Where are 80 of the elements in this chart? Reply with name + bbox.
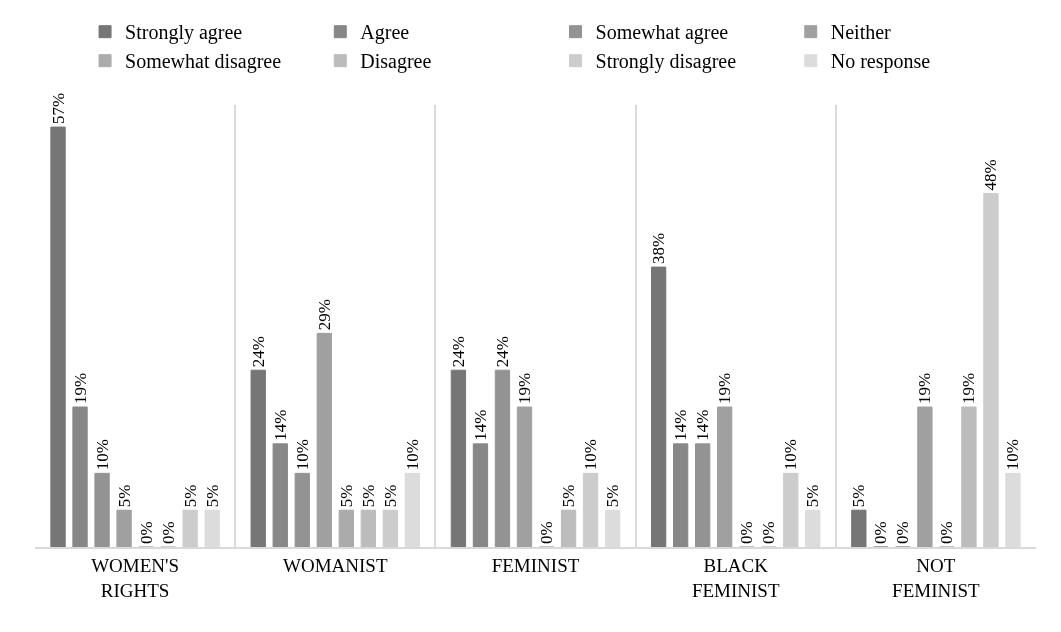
bar [961, 406, 977, 547]
data-label: 0% [937, 521, 957, 544]
bar [851, 509, 867, 547]
bar [983, 192, 999, 547]
legend-label: Agree [360, 21, 410, 45]
data-label: 0% [759, 521, 779, 544]
bar [338, 509, 354, 547]
data-label: 24% [448, 336, 468, 368]
data-label: 5% [114, 484, 134, 508]
bar [116, 509, 132, 547]
bar [72, 406, 88, 547]
legend-label: Disagree [360, 50, 432, 74]
bar [917, 406, 933, 547]
bar [582, 472, 599, 547]
legend-label: No response [830, 50, 931, 74]
data-label: 19% [715, 372, 735, 405]
bar [494, 369, 511, 547]
bar [516, 406, 533, 547]
data-label: 0% [537, 521, 557, 544]
data-label: 38% [649, 232, 669, 265]
bar [250, 369, 266, 547]
bar [360, 509, 376, 547]
bar [650, 266, 667, 547]
bar [783, 472, 799, 547]
data-label: 14% [671, 409, 691, 441]
bar [182, 509, 198, 547]
bar [450, 369, 467, 547]
data-label: 14% [470, 409, 490, 441]
data-label: 5% [849, 484, 869, 508]
data-label: 5% [180, 484, 200, 508]
bar [695, 443, 711, 547]
x-tick-label: FEMINIST [491, 554, 580, 576]
data-label: 0% [737, 521, 757, 544]
x-tick-label: NOT FEMINIST [892, 554, 981, 601]
legend-label: Somewhat agree [595, 21, 729, 45]
bar [717, 406, 733, 547]
x-tick-label: BLACK FEMINIST [691, 554, 780, 601]
bar [672, 443, 689, 547]
data-label: 10% [402, 439, 422, 471]
data-label: 10% [581, 439, 601, 471]
data-label: 5% [803, 484, 823, 508]
data-label: 5% [336, 484, 356, 508]
legend-label: Strongly agree [125, 21, 243, 45]
bar [382, 509, 399, 547]
data-label: 19% [514, 372, 534, 405]
data-label: 5% [559, 484, 579, 508]
data-label: 10% [92, 439, 112, 471]
data-label: 5% [358, 484, 378, 508]
data-label: 0% [158, 521, 178, 544]
data-label: 10% [781, 439, 801, 471]
data-label: 48% [981, 159, 1001, 191]
legend-label: Somewhat disagree [125, 50, 282, 74]
bar [316, 332, 332, 547]
data-label: 19% [70, 372, 90, 405]
data-label: 5% [380, 484, 400, 508]
legend-label: Neither [830, 21, 892, 44]
data-label: 0% [893, 521, 913, 544]
data-label: 19% [915, 372, 935, 405]
data-label: 14% [270, 409, 290, 441]
bar [272, 443, 288, 547]
bar [94, 472, 110, 547]
bar [294, 472, 310, 547]
data-label: 24% [492, 336, 512, 368]
bar [560, 509, 577, 547]
data-label: 5% [202, 484, 222, 508]
data-label: 10% [292, 439, 312, 471]
legend-label: Strongly disagree [595, 50, 737, 74]
bar [472, 443, 489, 547]
data-label: 10% [1003, 439, 1023, 471]
x-tick-label: WOMEN'S RIGHTS [91, 554, 180, 601]
bar [50, 126, 66, 547]
data-label: 0% [871, 521, 891, 544]
data-label: 19% [959, 372, 979, 405]
data-label: 5% [603, 484, 623, 508]
data-label: 24% [248, 336, 268, 368]
x-tick-label: WOMANIST [283, 554, 388, 576]
data-label: 0% [136, 521, 156, 544]
data-label: 29% [314, 299, 334, 331]
data-label: 14% [693, 409, 713, 441]
data-label: 57% [48, 92, 68, 125]
